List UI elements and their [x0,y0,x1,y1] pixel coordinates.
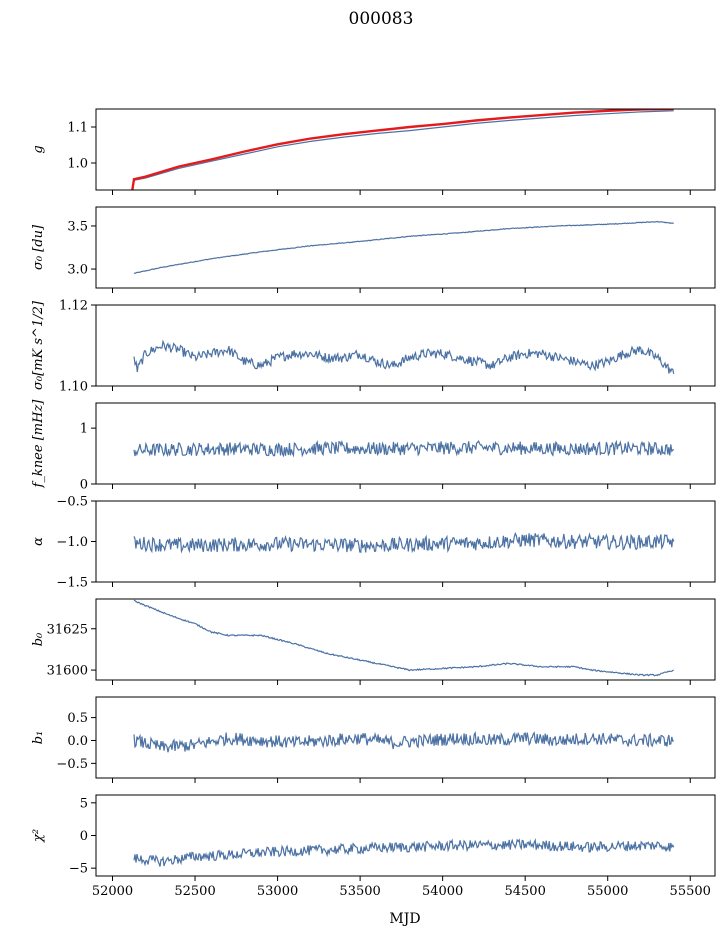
series-line-chi2-0 [133,838,675,867]
y-tick-label: −5 [69,862,88,877]
series-line-b1-0 [133,731,675,753]
x-tick-label: 53000 [257,884,298,899]
y-tick-label: −1.5 [56,576,88,591]
axes-frame-fknee [95,402,716,485]
axes-frame-sigma0_temp [95,304,716,387]
panel-alpha: −1.5 −1.0 −0.5 α [31,495,716,591]
y-tick-label: 1.10 [59,380,88,395]
y-axis-label-alpha: α [31,537,46,546]
y-tick-label: 0 [80,829,88,844]
series-line-b0-0 [133,599,674,677]
y-tick-label: −0.5 [56,495,88,510]
series-line-g-0 [133,110,674,181]
y-tick-label: 1.1 [67,121,88,136]
y-axis-label-chi2: χ² [31,829,46,843]
y-tick-label: −1.0 [56,535,88,550]
y-tick-label: 0.0 [67,734,88,749]
axes-frame-sigma0 [95,206,716,289]
axes-frame-g [95,108,716,191]
y-axis-label-sigma0_temp: σ₀[mK s^1/2] [31,300,46,390]
axes-frame-b0 [95,598,716,681]
y-tick-label: 31625 [47,622,88,637]
y-axis-label-g: g [31,145,46,153]
series-line-sigma0_temp-0 [133,339,675,375]
x-tick-label: 54000 [422,884,463,899]
series-line-fknee-0 [133,439,675,458]
panel-g: 1.0 1.1 g [31,108,716,195]
panel-fknee: 0 1 f_knee [mHz] [31,399,716,493]
figure-title: 000083 [349,9,414,29]
y-tick-label: 5 [80,796,88,811]
y-tick-label: 0.5 [67,711,88,726]
x-tick-label: 53500 [339,884,380,899]
y-tick-label: 1 [80,422,88,437]
x-tick-label: 55500 [670,884,711,899]
series-line-g-1 [131,109,674,190]
y-axis-label-fknee: f_knee [mHz] [31,399,46,489]
axes-frame-chi2 [95,794,716,877]
y-tick-label: 0 [80,478,88,493]
y-tick-label: 3.5 [67,219,88,234]
y-tick-label: 1.12 [59,299,88,314]
axes-frame-b1 [95,696,716,779]
y-tick-label: −0.5 [56,757,88,772]
panel-sigma0: 3.0 3.5 σ₀ [du] [31,206,716,293]
y-tick-label: 31600 [47,664,88,679]
panels: 1.0 1.1 g 3.0 3.5 σ₀ [du] 1.10 1.12 σ₀[mK s^1/2]… [31,108,716,899]
x-tick-label: 54500 [504,884,545,899]
panel-b1: −0.5 0.0 0.5 b₁ [31,696,716,783]
panel-sigma0_temp: 1.10 1.12 σ₀[mK s^1/2] [31,299,716,395]
x-tick-label: 52500 [174,884,215,899]
x-tick-label: 55000 [587,884,628,899]
y-tick-label: 3.0 [67,263,88,278]
y-axis-label-b1: b₁ [31,731,46,745]
y-tick-label: 1.0 [67,157,88,172]
y-axis-label-sigma0: σ₀ [du] [31,224,46,270]
panel-chi2: −5 0 5 52000 52500 53000 53500 54000 54500 55000 5… [31,794,716,899]
y-axis-label-b0: b₀ [31,632,46,646]
series-line-sigma0-0 [133,220,674,274]
x-axis-label: MJD [389,911,420,927]
x-tick-label: 52000 [92,884,133,899]
series-line-alpha-0 [133,531,675,554]
